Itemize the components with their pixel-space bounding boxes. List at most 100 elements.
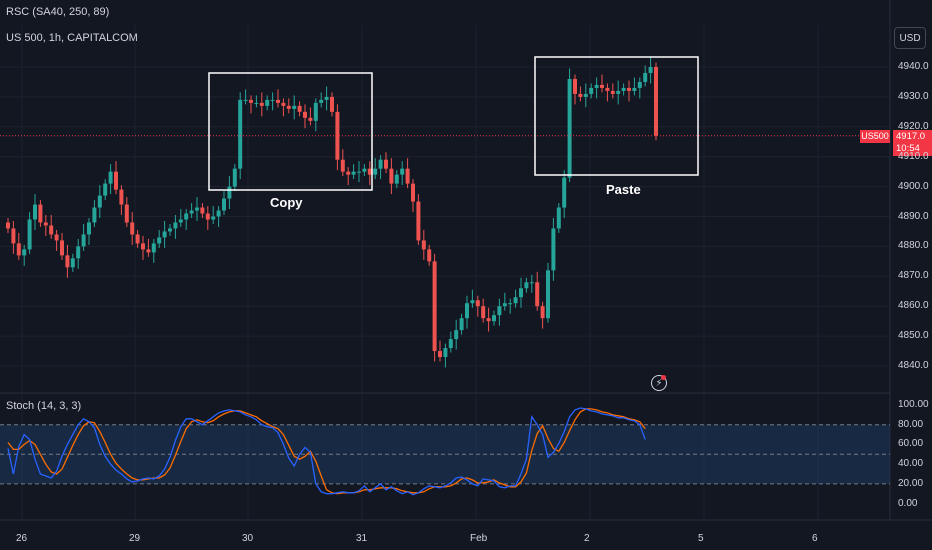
candle-body-116 [632, 87, 637, 91]
candle-body-81 [443, 348, 448, 358]
candle-body-99 [540, 306, 545, 319]
candle-body-17 [97, 195, 102, 208]
stoch-d-line [7, 408, 646, 495]
price-tick: 4940.0 [898, 61, 929, 72]
candle-body-57 [313, 102, 318, 121]
candle-body-23 [130, 222, 135, 235]
candle-body-34 [189, 210, 194, 214]
candle-body-43 [238, 99, 243, 169]
candle-body-16 [92, 207, 97, 223]
candle-body-78 [427, 249, 432, 262]
candle-body-73 [400, 168, 405, 175]
symbol-badge: US500 [860, 130, 890, 143]
time-tick: 30 [242, 533, 254, 544]
candle-body-33 [184, 213, 189, 220]
price-tick: 4840.0 [898, 360, 929, 371]
candle-body-72 [394, 174, 399, 184]
stoch-tick: 80.00 [898, 418, 924, 430]
candle-body-14 [81, 234, 86, 247]
notification-dot [661, 375, 666, 380]
candle-body-105 [573, 78, 577, 94]
candle-body-50 [276, 99, 280, 103]
stoch-k-line [7, 407, 646, 496]
candle-body-61 [335, 111, 340, 160]
countdown-value: 10:54 [896, 143, 920, 154]
candle-body-85 [465, 303, 469, 319]
candle-body-6 [38, 204, 43, 223]
candle-body-32 [178, 219, 183, 223]
candle-body-11 [65, 255, 70, 268]
candle-body-90 [492, 315, 496, 322]
candle-body-21 [119, 189, 124, 205]
candle-body-15 [87, 222, 91, 235]
candle-body-110 [600, 84, 604, 88]
candle-body-70 [384, 159, 388, 169]
candle-body-3 [22, 249, 27, 256]
candle-body-104 [567, 78, 572, 178]
candle-body-27 [151, 243, 156, 253]
candle-body-64 [351, 171, 356, 175]
candle-body-87 [475, 300, 480, 307]
candle-body-0 [6, 222, 10, 229]
last-price-badge: 4917.0 10:54 [893, 130, 932, 156]
price-tick: 4890.0 [898, 210, 929, 222]
last-price-value: 4917.0 [896, 131, 926, 142]
candle-body-77 [421, 240, 426, 250]
candle-body-20 [114, 171, 118, 190]
paste-annotation: Paste [606, 182, 641, 197]
candle-body-115 [627, 87, 631, 91]
candle-body-114 [621, 87, 626, 91]
candle-body-22 [124, 204, 129, 223]
time-tick: 5 [698, 533, 704, 544]
candle-body-120 [654, 67, 658, 136]
candle-body-71 [389, 168, 394, 184]
stoch-tick: 0.00 [898, 497, 918, 509]
candle-body-88 [481, 306, 486, 319]
candle-body-96 [524, 282, 529, 289]
candle-body-82 [448, 339, 453, 349]
candle-body-48 [265, 99, 270, 106]
candle-body-38 [211, 216, 216, 220]
candle-body-80 [438, 351, 442, 358]
candle-body-13 [76, 246, 81, 259]
price-tick: 4910.0 [898, 150, 929, 162]
candle-body-1 [11, 228, 16, 244]
candle-body-4 [27, 219, 32, 250]
candle-body-75 [411, 183, 415, 202]
candle-body-91 [497, 306, 502, 316]
candle-body-41 [227, 186, 232, 199]
candle-body-93 [508, 303, 513, 305]
copy-box [208, 72, 373, 191]
candle-body-108 [589, 87, 594, 94]
stoch-tick: 20.00 [898, 477, 924, 489]
candle-body-97 [529, 282, 534, 284]
candle-body-56 [308, 117, 313, 121]
candle-body-103 [562, 177, 567, 208]
currency-button[interactable]: USD [894, 27, 926, 49]
time-tick: 29 [129, 533, 141, 544]
candle-body-18 [103, 183, 108, 196]
candle-body-54 [297, 105, 302, 112]
candle-body-109 [594, 84, 599, 88]
time-tick: Feb [470, 533, 488, 544]
candle-body-79 [432, 261, 437, 352]
candle-body-28 [157, 237, 162, 244]
candle-body-10 [60, 240, 64, 256]
price-tick: 4930.0 [898, 90, 929, 102]
candle-body-49 [270, 99, 275, 101]
candle-body-30 [168, 228, 172, 232]
symbol-label: US 500, 1h, CAPITALCOM [6, 32, 138, 44]
candle-body-42 [232, 168, 237, 187]
candle-body-89 [486, 318, 491, 322]
candle-body-35 [195, 207, 199, 211]
candle-body-59 [324, 96, 329, 100]
candle-body-29 [162, 231, 167, 238]
candle-body-19 [108, 171, 113, 184]
lightning-icon[interactable]: ⚡ [651, 375, 667, 391]
candle-body-113 [616, 90, 621, 94]
candle-body-46 [254, 102, 259, 104]
indicator-label: RSC (SA40, 250, 89) [6, 6, 110, 18]
price-tick: 4850.0 [898, 330, 929, 342]
candle-body-7 [43, 222, 48, 226]
